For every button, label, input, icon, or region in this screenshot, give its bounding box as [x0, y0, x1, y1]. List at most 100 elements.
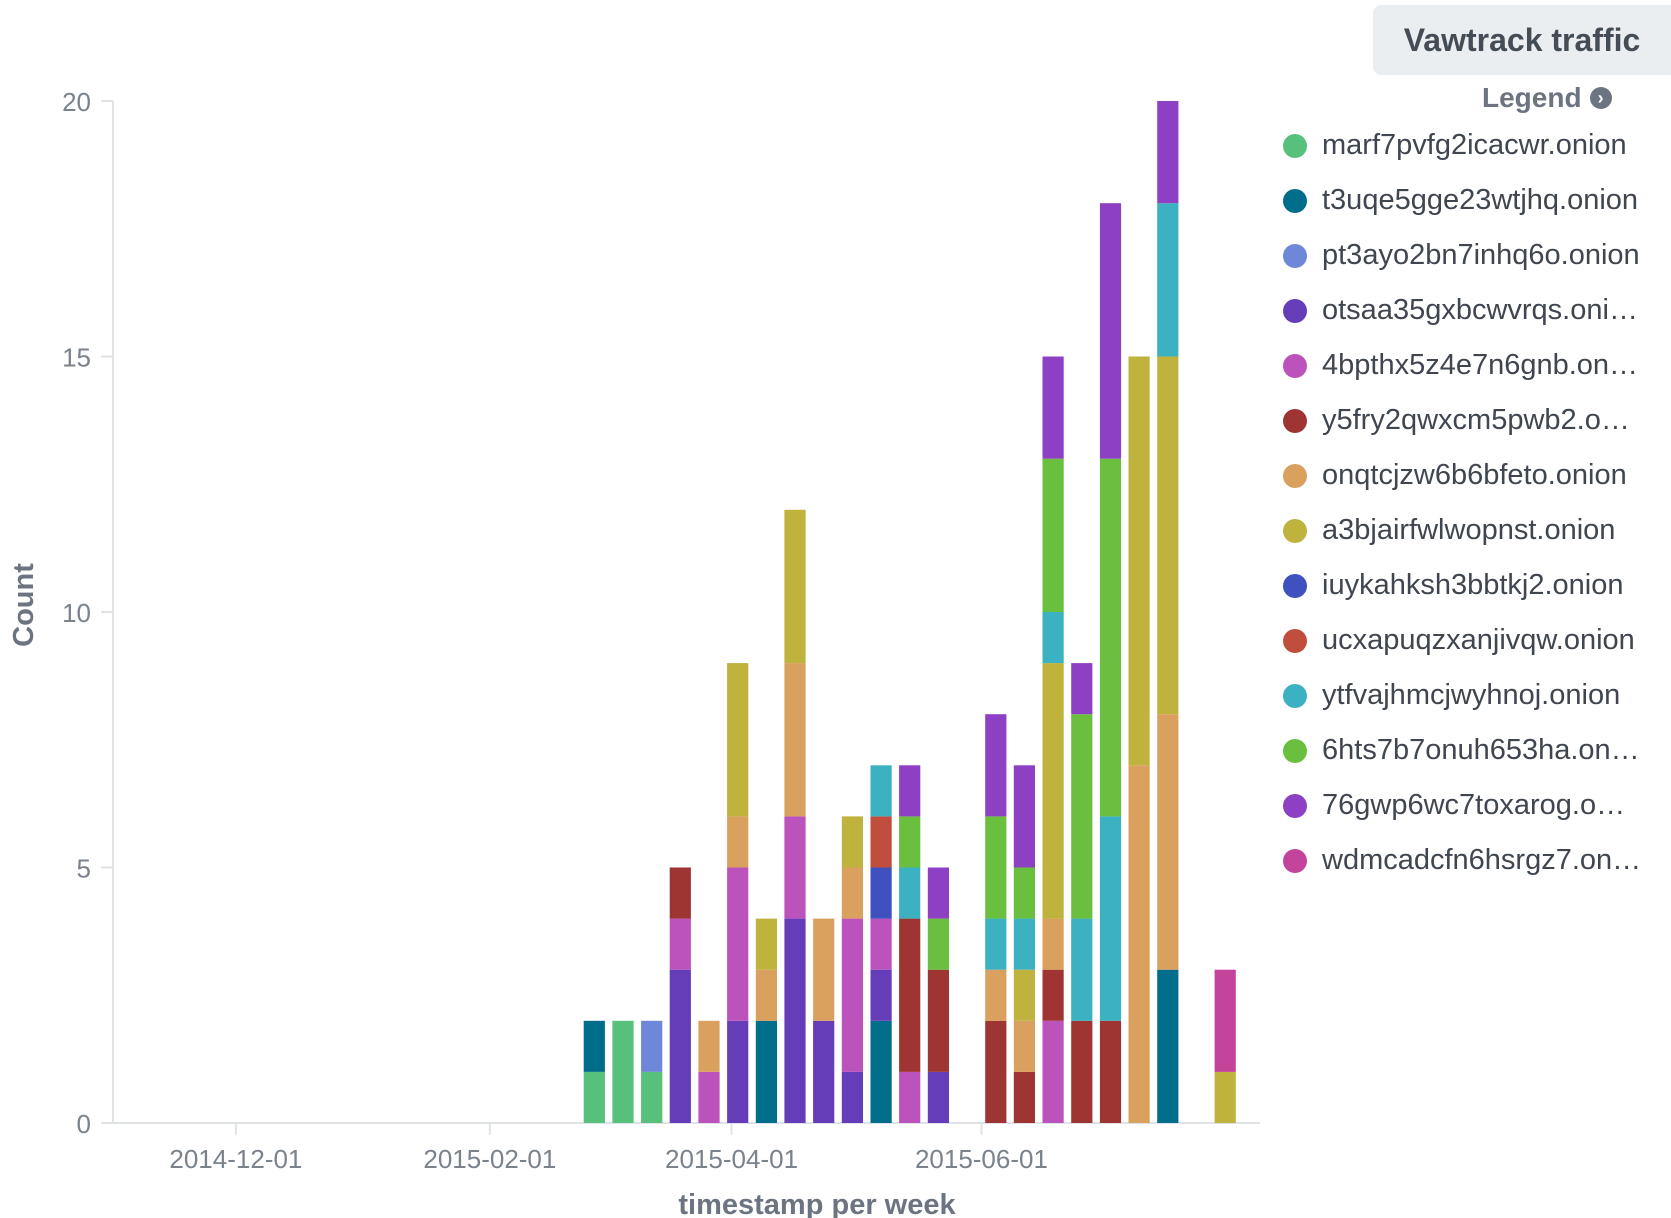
bar-segment[interactable]: [1099, 816, 1122, 1021]
bar-segment[interactable]: [727, 816, 749, 868]
bar-segment[interactable]: [1157, 203, 1179, 357]
bar-segment[interactable]: [612, 1020, 634, 1123]
legend-item[interactable]: y5fry2qwxcm5pwb2.o…: [1270, 393, 1670, 448]
bar-segment[interactable]: [727, 867, 749, 1021]
bar-segment[interactable]: [727, 663, 749, 817]
bar-segment[interactable]: [1071, 1020, 1093, 1123]
bar-segment[interactable]: [870, 816, 892, 868]
bar-segment[interactable]: [641, 1020, 663, 1072]
bar-segment[interactable]: [985, 714, 1007, 817]
bar-segment[interactable]: [1157, 101, 1179, 204]
bar-segment[interactable]: [899, 816, 921, 868]
bar-segment[interactable]: [1099, 458, 1122, 817]
legend-item[interactable]: otsaa35gxbcwvrqs.oni…: [1270, 283, 1670, 338]
legend-item[interactable]: ytfvajhmcjwyhnoj.onion: [1270, 668, 1670, 723]
legend-item-label: y5fry2qwxcm5pwb2.o…: [1322, 404, 1630, 436]
legend-item[interactable]: onqtcjzw6b6bfeto.onion: [1270, 448, 1670, 503]
bar-segment[interactable]: [1157, 714, 1179, 970]
bar-segment[interactable]: [583, 1020, 605, 1072]
bar-segment[interactable]: [755, 969, 777, 1021]
bar-segment[interactable]: [870, 918, 892, 970]
bar-segment[interactable]: [1128, 765, 1150, 1123]
legend-item-label: ytfvajhmcjwyhnoj.onion: [1322, 679, 1621, 711]
bar-segment[interactable]: [784, 509, 806, 664]
legend-item[interactable]: wdmcadcfn6hsrgz7.on…: [1270, 833, 1670, 888]
bar-segment[interactable]: [755, 918, 777, 970]
bar-segment[interactable]: [1042, 918, 1064, 970]
legend-item[interactable]: iuykahksh3bbtkj2.onion: [1270, 558, 1670, 613]
bar-segment[interactable]: [1042, 1020, 1064, 1123]
bar-segment[interactable]: [669, 867, 691, 919]
legend-item[interactable]: a3bjairfwlwopnst.onion: [1270, 503, 1670, 558]
x-axis: 2014-12-01 2015-02-01 2015-04-01 2015-06-01: [113, 1122, 1260, 1174]
bar-segment[interactable]: [1071, 663, 1093, 715]
legend-toggle[interactable]: Legend ›: [1482, 78, 1670, 118]
bar-segment[interactable]: [1157, 356, 1179, 715]
bar-segment[interactable]: [1013, 1071, 1035, 1123]
bar-segment[interactable]: [870, 867, 892, 919]
bar-segment[interactable]: [841, 1071, 863, 1123]
bar-segment[interactable]: [1128, 356, 1150, 766]
bar-segment[interactable]: [669, 969, 691, 1123]
bars: [583, 101, 1236, 1123]
legend-color-dot: [1283, 793, 1307, 818]
bar-segment[interactable]: [870, 1020, 892, 1123]
bar-segment[interactable]: [985, 816, 1007, 919]
bar-segment[interactable]: [1013, 1020, 1035, 1072]
bar-segment[interactable]: [870, 765, 892, 817]
bar-segment[interactable]: [583, 1071, 605, 1123]
bar-segment[interactable]: [1214, 1071, 1236, 1123]
bar-segment[interactable]: [927, 1071, 949, 1123]
bar-segment[interactable]: [927, 969, 949, 1072]
bar-segment[interactable]: [784, 663, 806, 817]
bar-segment[interactable]: [841, 816, 863, 868]
bar-segment[interactable]: [1071, 918, 1093, 1021]
bar-segment[interactable]: [1042, 612, 1064, 664]
bar-segment[interactable]: [641, 1071, 663, 1123]
legend-item[interactable]: pt3ayo2bn7inhq6o.onion: [1270, 228, 1670, 283]
y-tick-label: 20: [62, 87, 91, 117]
bar-segment[interactable]: [927, 867, 949, 919]
legend-color-dot: [1283, 848, 1307, 873]
legend-item[interactable]: ucxapuqzxanjivqw.onion: [1270, 613, 1670, 668]
bar-segment[interactable]: [1157, 969, 1179, 1123]
bar-segment[interactable]: [927, 918, 949, 970]
bar-segment[interactable]: [727, 1020, 749, 1123]
bar-segment[interactable]: [698, 1071, 720, 1123]
bar-segment[interactable]: [1071, 714, 1093, 919]
legend-item[interactable]: t3uqe5gge23wtjhq.onion: [1270, 173, 1670, 228]
bar-segment[interactable]: [1099, 1020, 1122, 1123]
bar-segment[interactable]: [985, 918, 1007, 970]
bar-segment[interactable]: [1214, 969, 1236, 1072]
bar-segment[interactable]: [1042, 458, 1064, 612]
bar-segment[interactable]: [698, 1020, 720, 1072]
bar-segment[interactable]: [899, 867, 921, 919]
bar-segment[interactable]: [985, 969, 1007, 1021]
bar-segment[interactable]: [784, 816, 806, 919]
bar-segment[interactable]: [985, 1020, 1007, 1123]
bar-segment[interactable]: [841, 918, 863, 1072]
bar-segment[interactable]: [1099, 203, 1122, 459]
bar-segment[interactable]: [841, 867, 863, 919]
bar-segment[interactable]: [813, 918, 835, 1021]
bar-segment[interactable]: [813, 1020, 835, 1123]
bar-segment[interactable]: [870, 969, 892, 1021]
legend-item[interactable]: 4bpthx5z4e7n6gnb.on…: [1270, 338, 1670, 393]
bar-segment[interactable]: [899, 918, 921, 1072]
bar-segment[interactable]: [899, 765, 921, 817]
bar-segment[interactable]: [1013, 969, 1035, 1021]
legend-color-dot: [1283, 133, 1307, 158]
bar-segment[interactable]: [784, 918, 806, 1123]
bar-segment[interactable]: [1013, 918, 1035, 970]
bar-segment[interactable]: [1042, 356, 1064, 459]
bar-segment[interactable]: [1042, 663, 1064, 919]
legend-item[interactable]: marf7pvfg2icacwr.onion: [1270, 118, 1670, 173]
legend-item[interactable]: 76gwp6wc7toxarog.o…: [1270, 778, 1670, 833]
bar-segment[interactable]: [1013, 867, 1035, 919]
legend-item[interactable]: 6hts7b7onuh653ha.on…: [1270, 723, 1670, 778]
bar-segment[interactable]: [899, 1071, 921, 1123]
bar-segment[interactable]: [1013, 765, 1035, 868]
bar-segment[interactable]: [1042, 969, 1064, 1021]
bar-segment[interactable]: [755, 1020, 777, 1123]
bar-segment[interactable]: [669, 918, 691, 970]
